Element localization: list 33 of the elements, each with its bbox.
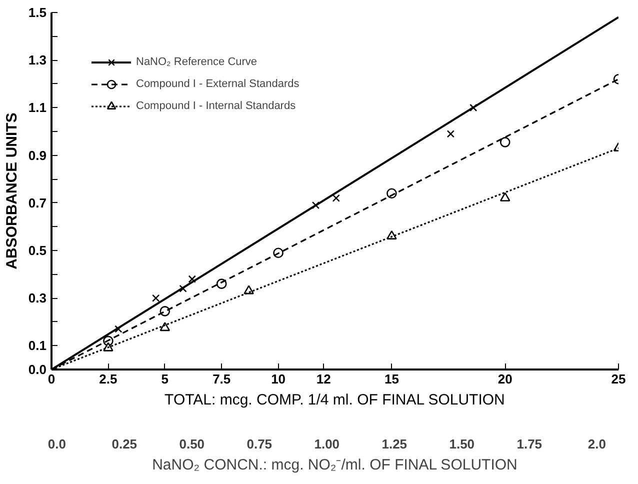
- x2-tick-label: 0.50: [179, 436, 205, 452]
- y-tick-label: 0.3: [28, 290, 47, 306]
- legend-label: NaNO₂ Reference Curve: [136, 56, 258, 68]
- x-tick-label: 20: [498, 372, 512, 386]
- x2-tick-label: 0.25: [112, 436, 138, 452]
- x-tick-label: 7.5: [212, 372, 231, 386]
- y-tick-label: 0.5: [28, 243, 47, 258]
- y-tick-label: 0.1: [28, 338, 47, 354]
- y-axis-title: ABSORBANCE UNITS: [3, 112, 20, 270]
- x-tick-label: 2.5: [99, 372, 118, 386]
- x2-axis-title: NaNO₂ CONCN.: mcg. NO₂⁻/ml. OF FINAL SOLUTION: [152, 456, 518, 474]
- legend-label: Compound I - External Standards: [136, 78, 300, 90]
- x-tick-label: 0: [48, 372, 56, 386]
- y-tick-label: 0.7: [28, 195, 47, 210]
- x-tick-label: 25: [611, 372, 626, 386]
- x2-tick-label: 0.0: [48, 436, 66, 452]
- y-tick-label: 1.1: [28, 100, 47, 116]
- y-tick-label: 1.5: [28, 5, 47, 20]
- x2-tick-label: 1.75: [516, 436, 542, 452]
- y-tick-label: 0.9: [28, 148, 47, 163]
- x2-tick-label: 1.50: [449, 436, 475, 452]
- x-tick-label: 5: [161, 372, 169, 386]
- x2-tick-label: 1.25: [382, 436, 408, 452]
- x-axis-title: TOTAL: mcg. COMP. 1/4 ml. OF FINAL SOLUTION: [164, 392, 505, 408]
- y-tick-label: 0.0: [28, 362, 47, 377]
- x2-tick-label: 0.75: [246, 436, 272, 452]
- x-tick-label: 12: [316, 372, 331, 386]
- y-tick-label: 1.3: [28, 52, 47, 68]
- x-tick-label: 15: [384, 372, 399, 386]
- x2-tick-label: 2.0: [588, 436, 606, 452]
- legend-label: Compound I - Internal Standards: [136, 100, 296, 112]
- x-tick-label: 10: [271, 372, 286, 386]
- x2-tick-label: 1.00: [314, 436, 340, 452]
